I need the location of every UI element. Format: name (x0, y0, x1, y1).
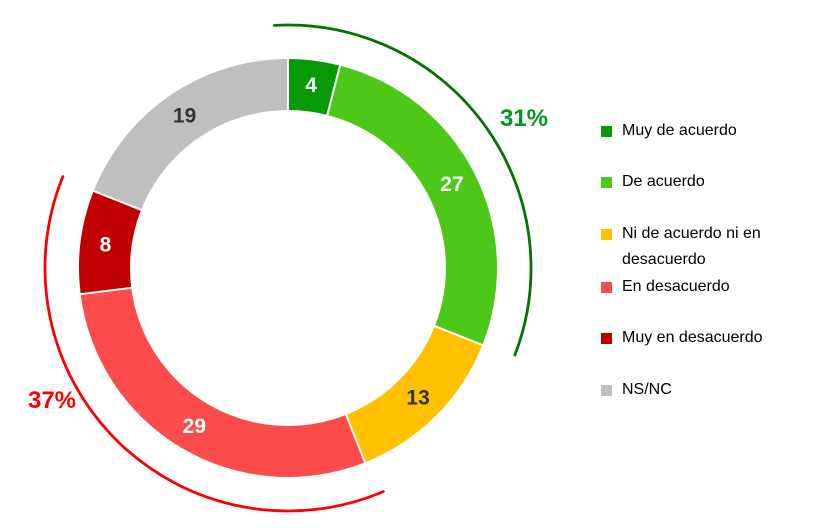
legend-color-swatch (601, 229, 612, 240)
legend-color-swatch (601, 282, 612, 293)
donut-segment-5 (93, 59, 289, 210)
legend-label: Muy de acuerdo (622, 122, 737, 139)
donut-segment-0 (288, 59, 340, 115)
legend-label: En desacuerdo (622, 278, 730, 295)
segment-value-label-5: 19 (173, 104, 196, 127)
legend-item-4: Muy en desacuerdo (601, 325, 763, 351)
bracket-label-1: 37% (27, 387, 77, 414)
segment-value-label-4: 8 (100, 233, 112, 256)
segment-value-label-3: 29 (183, 415, 206, 438)
segment-value-label-1: 27 (440, 173, 463, 196)
legend-color-swatch (601, 333, 612, 344)
segment-value-label-2: 13 (406, 387, 429, 410)
legend-label: Muy en desacuerdo (622, 329, 763, 346)
legend-label: Ni de acuerdo ni en desacuerdo (622, 225, 761, 268)
legend-item-3: En desacuerdo (601, 274, 730, 300)
segment-value-label-0: 4 (305, 74, 317, 97)
donut-segment-4 (79, 191, 142, 295)
chart-legend: Muy de acuerdo De acuerdo Ni de acuerdo ni… (601, 0, 836, 531)
bracket-label-0: 31% (499, 105, 549, 132)
donut-segment-3 (80, 287, 365, 477)
legend-item-1: De acuerdo (601, 169, 705, 195)
donut-chart: 4 27 13 29 8 19 (43, 23, 533, 513)
donut-segment-1 (327, 65, 497, 345)
bracket-arc-0 (273, 23, 533, 357)
legend-label: De acuerdo (622, 173, 705, 190)
segment-divider (92, 189, 142, 211)
segment-divider (345, 414, 367, 464)
segment-divider (434, 325, 484, 347)
segment-divider (80, 286, 132, 296)
legend-color-swatch (601, 126, 612, 137)
bracket-arc-1 (43, 175, 385, 513)
legend-item-0: Muy de acuerdo (601, 118, 737, 144)
legend-color-swatch (601, 385, 612, 396)
legend-item-2: Ni de acuerdo ni en desacuerdo (601, 221, 800, 273)
segment-divider (326, 64, 342, 116)
donut-segment-2 (346, 326, 483, 463)
legend-color-swatch (601, 177, 612, 188)
legend-label: NS/NC (622, 381, 672, 398)
legend-item-5: NS/NC (601, 377, 672, 403)
